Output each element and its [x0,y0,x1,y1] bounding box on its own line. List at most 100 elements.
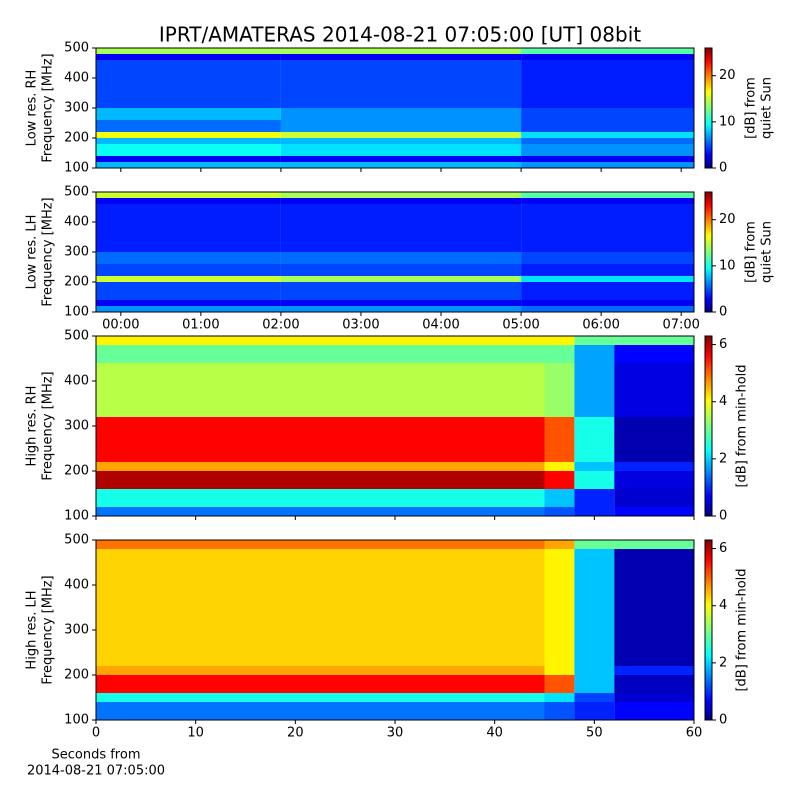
x-tick-label: 20 [287,726,304,741]
heatmap-cell [280,276,522,282]
y-tick-label: 300 [64,101,89,116]
y-axis-label: High res. LH [25,590,40,669]
heatmap-cell [574,471,615,489]
heatmap-cell [280,192,522,198]
heatmap-cell [96,288,281,300]
heatmap-cell [280,54,522,60]
y-axis-label: Frequency [MHz] [41,197,56,306]
colorbar-tick-label: 2 [719,655,727,670]
y-tick-label: 200 [64,464,89,479]
heatmap-cell [544,540,575,549]
heatmap-cell [521,204,694,252]
heatmap-cell [280,138,522,144]
heatmap-cell [96,471,545,489]
y-tick-label: 100 [64,161,89,176]
y-tick-label: 400 [64,374,89,389]
x-tick-label: 50 [586,726,603,741]
heatmap-cell [280,288,522,300]
heatmap-cell [280,252,522,264]
heatmap-cell [96,702,545,720]
heatmap-cell [521,144,694,156]
y-axis-label: Frequency [MHz] [41,371,56,480]
heatmap-cell [574,702,615,720]
colorbar-label: [dB] from [744,77,759,139]
heatmap-cell [521,264,694,276]
heatmap-cell [574,675,615,693]
x-tick-label: 00:00 [102,318,139,333]
colorbar-tick-label: 6 [719,541,727,556]
heatmap-cell [96,162,281,168]
heatmap-cell [544,666,575,675]
y-tick-label: 200 [64,668,89,683]
heatmap-cell [96,417,545,462]
y-axis-label: Frequency [MHz] [41,53,56,162]
y-axis-label: Low res. LH [25,215,40,290]
heatmap-cell [280,48,522,54]
heatmap-cell [614,666,694,675]
colorbar-label: [dB] from min-hold [735,568,750,691]
heatmap-cell [574,507,615,516]
heatmap-cell [614,675,694,693]
heatmap-cell [96,666,545,675]
x-tick-label: 30 [387,726,404,741]
heatmap-cell [521,288,694,300]
heatmap-cell [521,138,694,144]
heatmap-cell [96,54,281,60]
heatmap-cell [521,276,694,282]
heatmap-cell [614,693,694,702]
heatmap-cell [574,489,615,507]
x-axis-label: Seconds from [51,748,140,763]
heatmap-cell [96,489,545,507]
heatmap-cell [521,162,694,168]
x-tick-label: 10 [187,726,204,741]
heatmap-cell [614,549,694,666]
colorbar-tick-label: 2 [719,451,727,466]
heatmap-cell [574,363,615,417]
heatmap-cell [614,462,694,471]
x-tick-label: 07:00 [662,318,699,333]
colorbar [704,539,713,721]
heatmap-cell [280,198,522,204]
colorbar-tick-label: 4 [719,394,727,409]
heatmap-cell [96,132,281,138]
heatmap-cell [280,108,522,120]
heatmap-cell [544,462,575,471]
heatmap-cell [544,693,575,702]
heatmap-cell [614,471,694,489]
colorbar-tick-label: 10 [719,258,736,273]
x-tick-label: 03:00 [342,318,379,333]
y-tick-label: 100 [64,713,89,728]
y-tick-label: 200 [64,131,89,146]
colorbar [704,335,713,517]
colorbar-tick-label: 20 [719,68,736,83]
heatmap-cell [544,471,575,489]
heatmap-cell [96,675,545,693]
y-tick-label: 100 [64,305,89,320]
x-tick-label: 02:00 [262,318,299,333]
x-tick-label: 05:00 [502,318,539,333]
heatmap-cell [280,300,522,306]
heatmap-cell [521,192,694,198]
heatmap-cell [544,489,575,507]
y-axis-label: Frequency [MHz] [41,575,56,684]
heatmap-cell [544,345,575,363]
heatmap-cell [574,345,615,363]
y-tick-label: 500 [64,533,89,548]
heatmap-cell [280,144,522,156]
heatmap-cell [280,282,522,288]
y-tick-label: 500 [64,41,89,56]
heatmap-cell [521,300,694,306]
colorbar-tick-label: 20 [719,212,736,227]
heatmap-cell [544,675,575,693]
y-tick-label: 500 [64,185,89,200]
colorbar-tick-label: 10 [719,114,736,129]
heatmap-cell [280,204,522,252]
x-tick-label: 40 [486,726,503,741]
heatmap-cell [96,204,281,252]
figure-title: IPRT/AMATERAS 2014-08-21 07:05:00 [UT] 0… [159,23,641,47]
heatmap-cell [574,462,615,471]
heatmap-cell [96,462,545,471]
heatmap-cell [574,549,615,666]
colorbar-label: [dB] from min-hold [735,364,750,487]
x-tick-label: 06:00 [582,318,619,333]
